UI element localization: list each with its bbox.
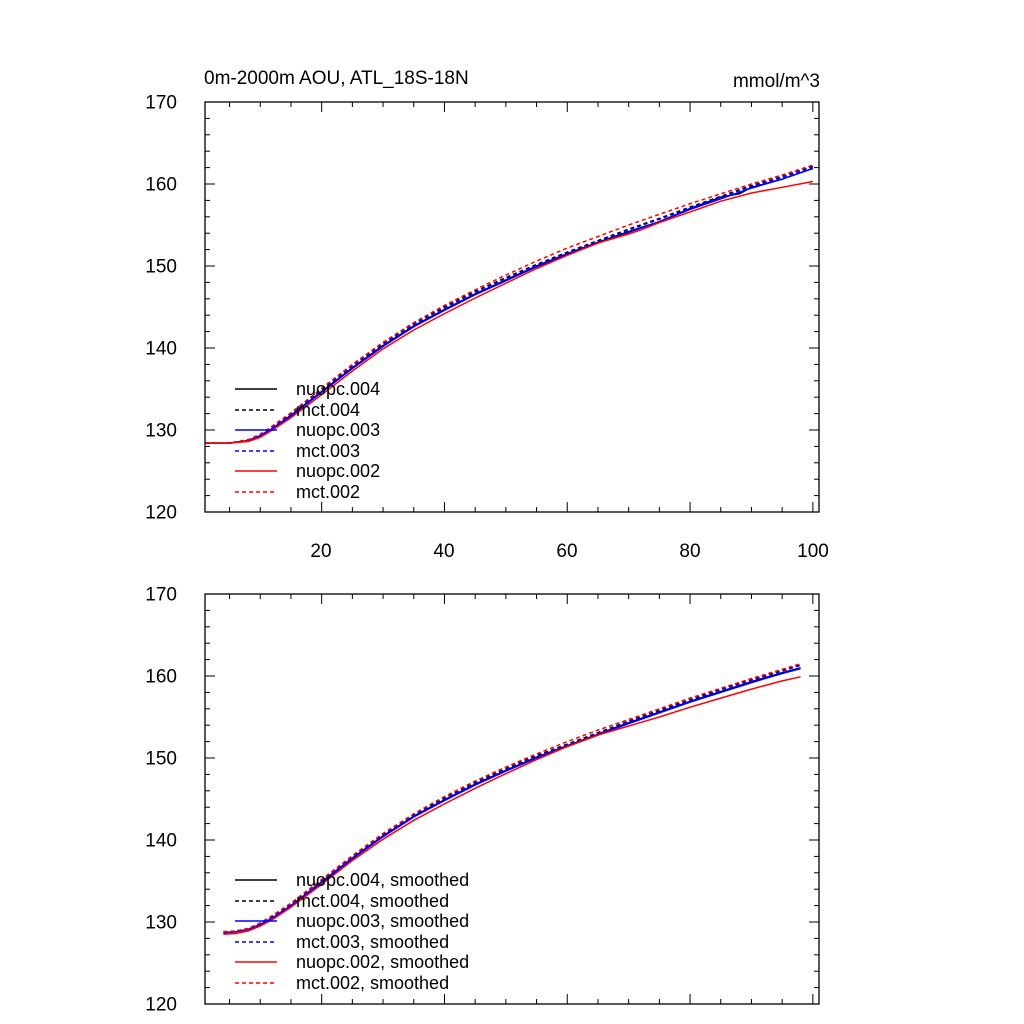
legend-label-mct-004: mct.004	[296, 400, 360, 420]
top-y-tick-label: 160	[145, 175, 177, 196]
top-x-tick-label: 80	[679, 541, 700, 562]
bottom-y-tick-labels: 120 130 140 150 160 170	[145, 585, 177, 1016]
top-x-tick-label: 60	[556, 541, 577, 562]
bottom-legend: nuopc.004, smoothed mct.004, smoothed nu…	[235, 870, 469, 993]
legend-label-nuopc-004-smoothed: nuopc.004, smoothed	[296, 870, 469, 890]
bottom-ticks	[205, 593, 819, 1005]
top-x-tick-labels: 20 40 60 80 100	[310, 541, 828, 562]
top-y-tick-label: 120	[145, 503, 177, 524]
bottom-panel: 120 130 140 150 160 170 nuopc.004, smoot…	[145, 585, 820, 1016]
top-legend: nuopc.004 mct.004 nuopc.003 mct.003 nuop…	[235, 379, 380, 502]
bottom-y-tick-label: 120	[145, 995, 177, 1016]
top-plot-frame	[204, 101, 820, 513]
bottom-y-tick-label: 140	[145, 831, 177, 852]
legend-label-nuopc-003-smoothed: nuopc.003, smoothed	[296, 911, 469, 931]
legend-label-mct-002-smoothed: mct.002, smoothed	[296, 973, 449, 993]
series-line-nuopc-003-smoothed	[223, 667, 801, 934]
legend-label-nuopc-004: nuopc.004	[296, 379, 380, 399]
legend-label-nuopc-002-smoothed: nuopc.002, smoothed	[296, 952, 469, 972]
bottom-y-tick-label: 150	[145, 749, 177, 770]
top-panel-title: 0m-2000m AOU, ATL_18S-18N	[204, 68, 469, 89]
series-line-mct-002	[205, 164, 814, 444]
top-x-tick-label: 20	[310, 541, 331, 562]
bottom-plot-frame	[204, 593, 820, 1005]
bottom-plot-area	[205, 593, 819, 1005]
legend-label-nuopc-003: nuopc.003	[296, 420, 380, 440]
top-y-tick-labels: 120 130 140 150 160 170	[145, 93, 177, 524]
legend-label-mct-003-smoothed: mct.003, smoothed	[296, 932, 449, 952]
top-x-tick-label: 100	[797, 541, 829, 562]
legend-label-nuopc-002: nuopc.002	[296, 461, 380, 481]
series-line-mct-003-smoothed	[223, 664, 801, 933]
bottom-y-tick-label: 130	[145, 913, 177, 934]
top-panel: 0m-2000m AOU, ATL_18S-18N mmol/m^3 120 1…	[145, 68, 829, 562]
top-y-tick-label: 130	[145, 421, 177, 442]
top-y-tick-label: 170	[145, 93, 177, 114]
bottom-y-tick-label: 170	[145, 585, 177, 606]
top-x-tick-label: 40	[433, 541, 454, 562]
top-y-tick-label: 150	[145, 257, 177, 278]
top-ticks	[205, 101, 819, 513]
series-line-nuopc-002	[205, 180, 814, 444]
legend-label-mct-004-smoothed: mct.004, smoothed	[296, 891, 449, 911]
legend-label-mct-002: mct.002	[296, 482, 360, 502]
top-panel-units: mmol/m^3	[733, 71, 820, 92]
legend-label-mct-003: mct.003	[296, 441, 360, 461]
bottom-y-tick-label: 160	[145, 667, 177, 688]
top-y-tick-label: 140	[145, 339, 177, 360]
series-line-mct-002-smoothed	[223, 662, 801, 933]
